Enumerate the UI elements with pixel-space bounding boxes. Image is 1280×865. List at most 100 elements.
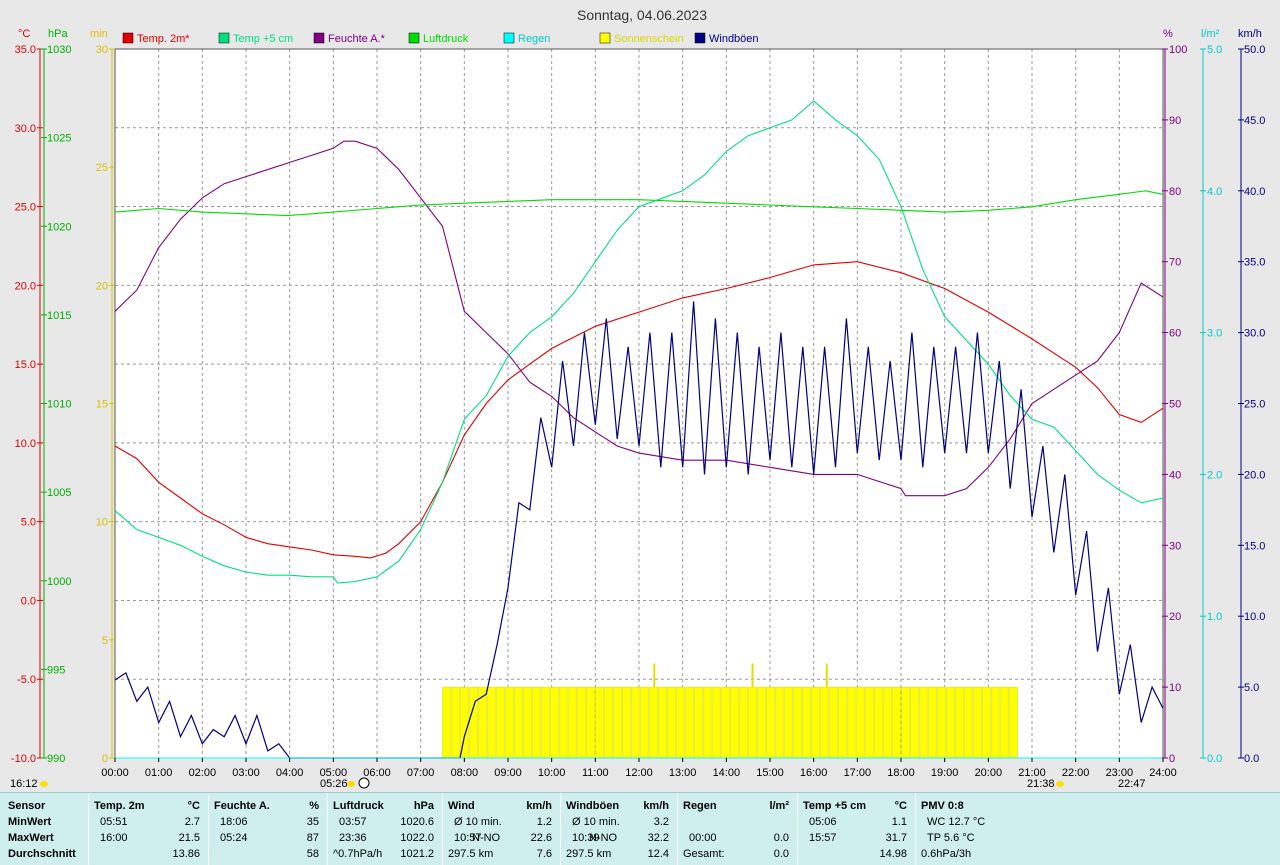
wind-axis-tick-label: 35.0: [1244, 257, 1265, 269]
wind-axis-tick-label: 0.0: [1244, 753, 1259, 765]
stats-avg-label: Gesamt:: [683, 848, 725, 860]
humidity-axis-tick-label: 70: [1169, 257, 1181, 269]
x-tick-label: 21:00: [1018, 767, 1046, 779]
legend-swatch: [599, 32, 611, 44]
rain-axis-tick-label: 1.0: [1207, 611, 1222, 623]
stats-column: [208, 793, 327, 865]
stats-min-time: 03:57: [339, 816, 367, 828]
humidity-axis-tick-label: 90: [1169, 115, 1181, 127]
stats-column: [88, 793, 208, 865]
humidity-axis-tick-label: 50: [1169, 399, 1181, 411]
sunshine-bar: [937, 686, 946, 759]
stats-min-value: 35: [306, 816, 319, 828]
sunshine-bar: [991, 686, 1000, 759]
sunshine-bar: [676, 686, 685, 759]
stats-column: [560, 793, 677, 865]
sunshine-bar: [865, 686, 874, 759]
legend-swatch: [408, 32, 420, 44]
rain-axis-tick-label: 5.0: [1207, 44, 1222, 56]
humidity-axis-tick-label: 0: [1169, 753, 1175, 765]
legend-label: Feuchte A.*: [328, 33, 386, 45]
sunshine-bar: [685, 686, 694, 759]
stats-max-time: 10:57: [454, 832, 482, 844]
stats-column-header: Temp +5 cm: [803, 800, 867, 812]
pressure-axis-tick-label: 995: [47, 664, 65, 676]
x-tick-label: 14:00: [713, 767, 741, 779]
x-tick-label: 12:00: [625, 767, 653, 779]
stats-column-unit: l/m²: [769, 800, 789, 812]
stats-avg-value: 7.6: [536, 848, 552, 860]
stats-row-label: MinWert: [8, 816, 52, 828]
sunshine-bar: [712, 686, 721, 759]
sunshine-bar: [649, 686, 658, 759]
stats-min-value: 2.7: [184, 816, 200, 828]
sunshine-bars: [442, 663, 1018, 759]
wind-axis-tick-label: 25.0: [1244, 399, 1265, 411]
pressure-axis-tick-label: 1020: [47, 221, 71, 233]
rain-axis-tick-label: 3.0: [1207, 328, 1222, 340]
wind-axis-tick-label: 5.0: [1244, 682, 1259, 694]
legend-label: Temp. 2m*: [137, 33, 190, 45]
wind-axis-tick-label: 30.0: [1244, 328, 1265, 340]
x-tick-label: 09:00: [494, 767, 522, 779]
stats-column: [327, 793, 442, 865]
stats-column-unit: km/h: [643, 800, 669, 812]
sun-axis-tick-label: 5: [102, 635, 108, 647]
sunshine-bar: [604, 686, 613, 759]
x-tick-label: 11:00: [582, 767, 609, 779]
x-tick-label: 17:00: [844, 767, 872, 779]
stats-avg-label: 297.5 km: [448, 848, 494, 860]
series-line-temp-2m: [114, 261, 1164, 559]
stats-max-value: 31.7: [885, 832, 907, 844]
sunshine-bar: [928, 686, 937, 759]
stats-row-label: Durchschnitt: [8, 848, 76, 860]
sunshine-bar: [856, 686, 865, 759]
wind-unit-label: km/h: [1238, 28, 1262, 40]
sunshine-bar: [784, 686, 793, 759]
stats-column-header: Feuchte A.: [214, 800, 270, 812]
pressure-axis-tick-label: 1015: [47, 310, 71, 322]
stats-column-unit: °C: [187, 800, 200, 812]
temp-axis-tick-label: 20.0: [15, 280, 36, 292]
wind-axis-tick-label: 45.0: [1244, 115, 1265, 127]
sunshine-bar: [901, 686, 910, 759]
sunrise-icon: [347, 781, 355, 787]
sun-icon: [40, 781, 48, 787]
stats-max-value: 87: [306, 832, 319, 844]
stats-row-label: MaxWert: [8, 832, 54, 844]
x-tick-label: 08:00: [451, 767, 479, 779]
sunshine-bar: [739, 686, 748, 759]
sunshine-bar: [910, 686, 919, 759]
pressure-axis-tick-label: 1025: [47, 133, 71, 145]
wind-axis-tick-label: 10.0: [1244, 611, 1265, 623]
sunshine-bar: [721, 686, 730, 759]
x-tick-label: 13:00: [669, 767, 697, 779]
legend-swatch: [218, 32, 230, 44]
statistics-table: Sensor MinWert MaxWert Durchschnitt Temp. 2m…: [0, 792, 1280, 865]
legend-label: Regen: [518, 33, 550, 45]
sun-axis-tick-label: 10: [96, 517, 108, 529]
humidity-axis-tick-label: 30: [1169, 540, 1181, 552]
x-tick-label: 24:00: [1149, 767, 1177, 779]
sunshine-bar: [496, 686, 505, 759]
x-tick-label: 00:00: [101, 767, 129, 779]
sunshine-bar: [622, 686, 631, 759]
stats-avg-value: 12.4: [647, 848, 669, 860]
sunshine-bar: [946, 686, 955, 759]
x-tick-label: 03:00: [232, 767, 260, 779]
stats-max-time: 05:24: [220, 832, 248, 844]
stats-column-unit: hPa: [413, 800, 434, 812]
stats-max-time: 16:00: [100, 832, 128, 844]
wind-axis-tick-label: 20.0: [1244, 469, 1265, 481]
sunshine-bar: [667, 686, 676, 759]
sunshine-bar: [568, 686, 577, 759]
sun-axis-tick-label: 25: [96, 162, 108, 174]
stats-avg-label: 297.5 km: [566, 848, 612, 860]
sunshine-bar: [982, 686, 991, 759]
stats-min-value: 1.2: [536, 816, 552, 828]
axes: 35.0 30.0 25.0 20.0 15.0 10.0 5.0 0.0 -5.0 -10.0 1…: [11, 44, 1266, 779]
stats-avg-label: 0.6hPa/3h: [921, 848, 972, 860]
sunshine-bar: [694, 686, 703, 759]
sunrise-label: 05:26: [320, 778, 348, 790]
sun-axis-tick-label: 30: [96, 44, 108, 56]
